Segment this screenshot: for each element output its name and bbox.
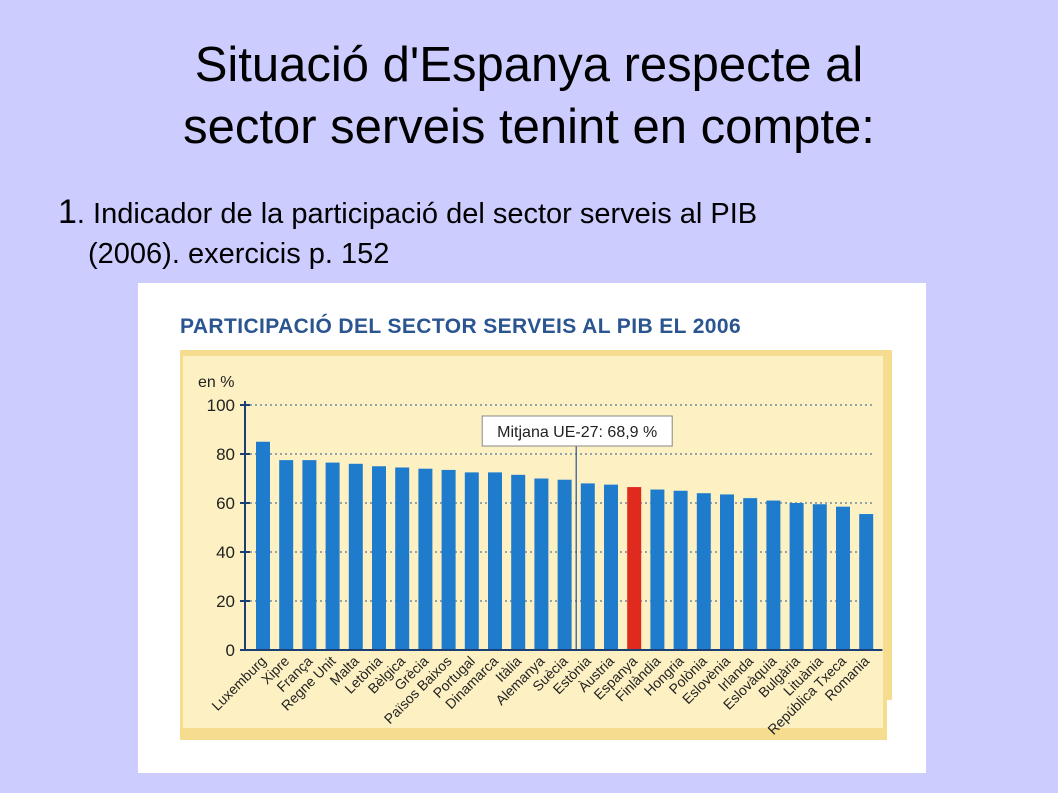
slide-title-line-1: Situació d'Espanya respecte al (194, 38, 864, 92)
bar-26 (859, 514, 874, 650)
slide-title: Situació d'Espanya respecte al sector se… (0, 34, 1058, 158)
bar-8 (441, 469, 456, 650)
bar-0 (256, 441, 270, 650)
subtitle-number: 1 (58, 193, 77, 231)
bar-17 (650, 489, 665, 650)
slide-title-line-2: sector serveis tenint en compte: (183, 100, 875, 154)
bar-12 (534, 478, 549, 650)
bar-14 (580, 483, 595, 650)
chart-title: PARTICIPACIÓ DEL SECTOR SERVEIS AL PIB E… (180, 315, 742, 338)
bar-18 (673, 490, 688, 650)
bar-23 (789, 503, 804, 650)
bar-9 (464, 472, 479, 650)
bar-2 (302, 460, 317, 650)
bar-19 (696, 493, 711, 650)
y-tick-label: 80 (216, 445, 235, 464)
bar-24 (812, 504, 827, 650)
chart-card: PARTICIPACIÓ DEL SECTOR SERVEIS AL PIB E… (138, 283, 926, 773)
y-axis-label: en % (198, 374, 234, 391)
bar-15 (604, 484, 618, 650)
bar-6 (395, 467, 410, 650)
slide-subtitle: 1. Indicador de la participació del sect… (58, 192, 1018, 274)
reference-label: Mitjana UE-27: 68,9 % (497, 424, 657, 441)
reference-label-box (481, 415, 673, 447)
y-tick-label: 100 (207, 396, 235, 415)
bar-4 (348, 463, 363, 650)
bar-13 (557, 479, 572, 650)
y-tick-label: 20 (216, 592, 235, 611)
bar-5 (372, 466, 386, 650)
bar-25 (836, 506, 850, 650)
bar-11 (511, 474, 526, 650)
bar-1 (279, 460, 294, 650)
subtitle-line-2: (2006). exercicis p. 152 (88, 238, 390, 270)
bar-21 (743, 498, 758, 650)
bar-7 (418, 468, 433, 650)
bar-22 (766, 500, 781, 650)
bar-10 (488, 472, 502, 650)
y-tick-label: 40 (216, 543, 235, 562)
bar-20 (720, 494, 734, 650)
y-tick-label: 60 (216, 494, 235, 513)
y-tick-label: 0 (226, 641, 235, 660)
frame-notch (887, 700, 892, 740)
bar-16 (627, 487, 642, 650)
subtitle-line-1: . Indicador de la participació del secto… (76, 198, 758, 230)
bar-3 (325, 462, 340, 650)
